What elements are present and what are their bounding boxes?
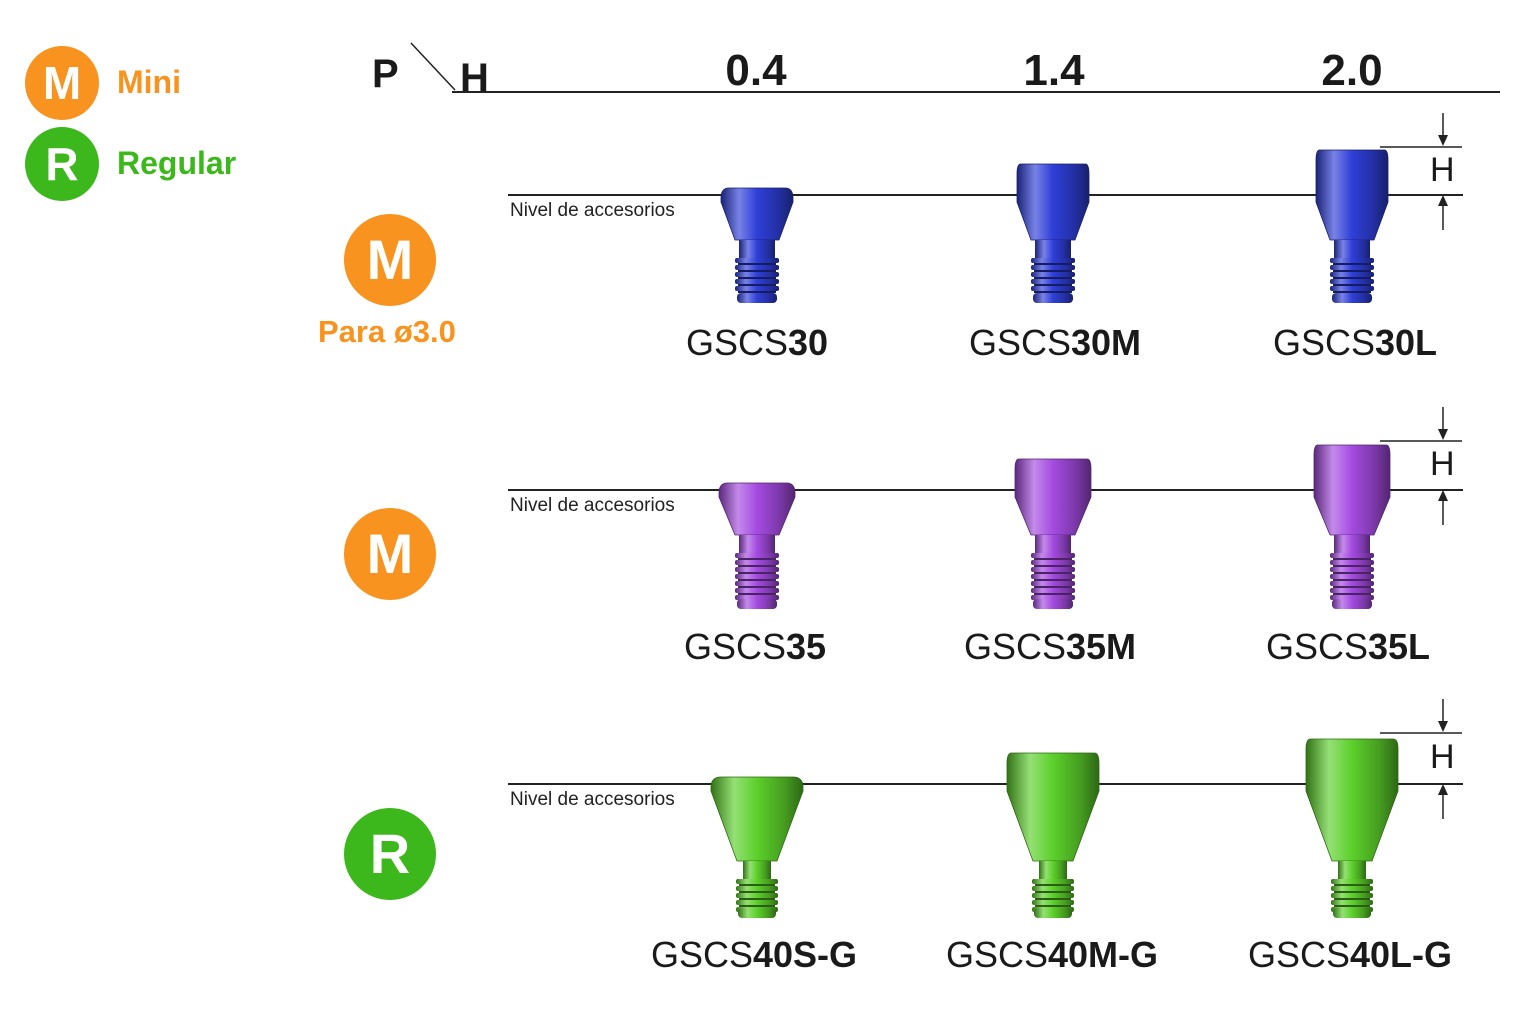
row-3-level-line — [508, 783, 1463, 785]
row-1-code-1: GSCS30 — [685, 322, 829, 363]
screw-row-3-col-3 — [1305, 738, 1399, 918]
row-2-badge: M — [344, 508, 436, 600]
row-1-badge: M — [344, 214, 436, 306]
column-head-3: 2.0 — [1321, 46, 1383, 95]
legend-badge-mini: M — [25, 46, 99, 120]
screw-row-3-col-1 — [710, 776, 804, 918]
header-p-label: P — [372, 52, 399, 96]
row-3-code-3: GSCS40L-G — [1247, 934, 1453, 975]
legend-label-regular: Regular — [117, 145, 237, 181]
row-2-code-2: GSCS35M — [963, 626, 1137, 667]
dimension-label-row-1: H — [1430, 150, 1455, 189]
row-1-subtitle: Para ø3.0 — [318, 314, 456, 349]
row-3-badge: R — [344, 808, 436, 900]
screw-row-1-col-3 — [1315, 149, 1389, 303]
row-1-code-3: GSCS30L — [1272, 322, 1438, 363]
screw-row-2-col-3 — [1313, 444, 1391, 609]
header-diagonal — [410, 42, 456, 91]
dimension-label-row-2: H — [1430, 445, 1455, 483]
row-2-level-label: Nivel de accesorios — [510, 495, 675, 516]
screw-row-3-col-2 — [1006, 752, 1100, 918]
row-3-code-1: GSCS40S-G — [650, 934, 858, 975]
row-1-code-2: GSCS30M — [968, 322, 1142, 363]
row-2-code-1: GSCS35 — [683, 626, 827, 667]
row-3-level-label: Nivel de accesorios — [510, 789, 675, 810]
header-h-label: H — [460, 56, 489, 100]
row-1-level-label: Nivel de accesorios — [510, 200, 675, 221]
screw-row-2-col-1 — [718, 482, 796, 609]
column-head-1: 0.4 — [725, 46, 787, 95]
header-rule — [452, 91, 1500, 93]
column-head-2: 1.4 — [1023, 46, 1085, 95]
row-1-level-line — [508, 194, 1463, 196]
screw-row-1-col-2 — [1016, 163, 1090, 303]
legend-badge-regular: R — [25, 127, 99, 201]
dimension-label-row-3: H — [1430, 738, 1455, 776]
row-2-code-3: GSCS35L — [1265, 626, 1431, 667]
legend-label-mini: Mini — [117, 64, 181, 100]
screw-row-1-col-1 — [720, 187, 794, 303]
row-3-code-2: GSCS40M-G — [945, 934, 1159, 975]
dimension-marker-row-2 — [1380, 407, 1462, 525]
dimension-marker-row-3 — [1380, 699, 1462, 819]
screw-row-2-col-2 — [1014, 458, 1092, 609]
dimension-marker-row-1 — [1380, 113, 1462, 230]
row-2-level-line — [508, 489, 1463, 491]
